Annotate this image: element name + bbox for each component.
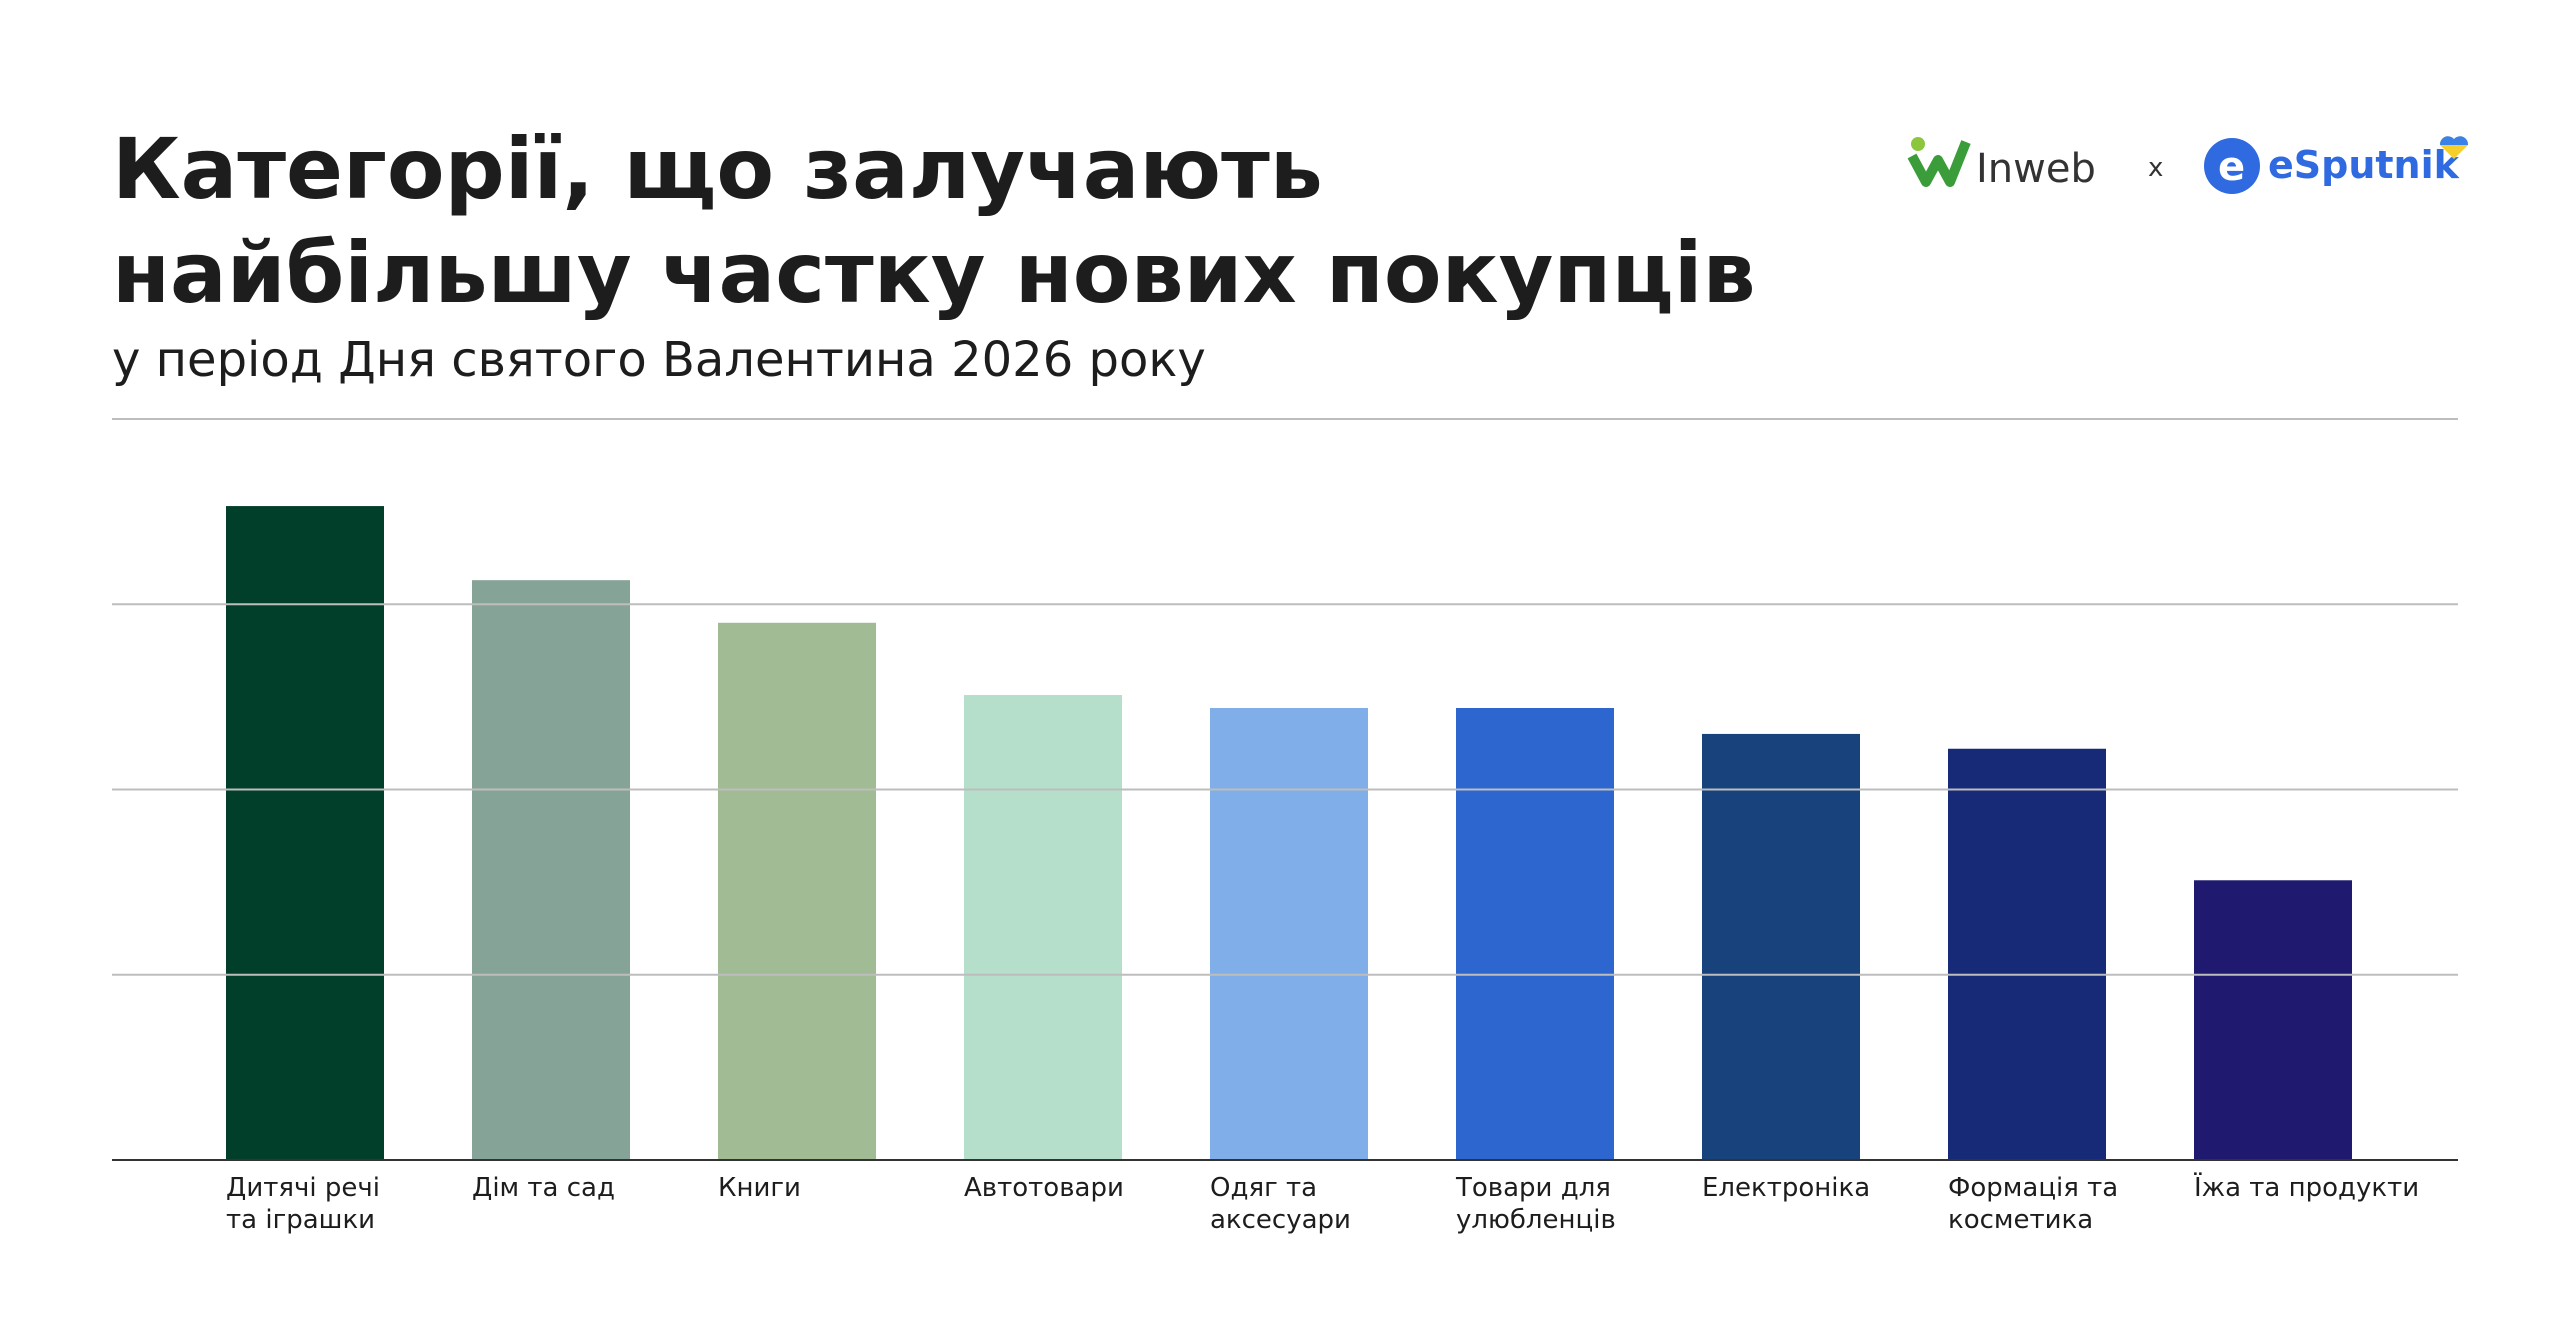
x-tick-label: Їжа та продукти [2194, 1171, 2419, 1203]
logo-separator: x [2148, 153, 2163, 183]
bar [226, 506, 384, 1160]
bar [1948, 748, 2106, 1160]
x-tick-label: улюбленців [1456, 1205, 1616, 1235]
x-tick-label: косметика [1948, 1205, 2093, 1235]
x-tick-label: Товари для [1455, 1173, 1611, 1203]
logo-text: eSputnik [2268, 143, 2460, 187]
chart-title: Категорії, що залучають [112, 120, 1323, 218]
bar [1456, 707, 1614, 1160]
x-tick-label: Автотовари [964, 1173, 1124, 1203]
logo-icon-letter: e [2218, 144, 2245, 190]
bar [1210, 707, 1368, 1160]
bar [472, 580, 630, 1160]
chart-subtitle: у період Дня святого Валентина 2026 року [112, 332, 1206, 388]
x-tick-label: аксесуари [1210, 1205, 1351, 1235]
logo-inweb: Inweb [1907, 137, 2096, 192]
bar [2194, 880, 2352, 1160]
logo-esputnik: e eSputnik [2204, 136, 2469, 194]
logo-icon [1911, 137, 1925, 151]
x-tick-label: Дитячі речі [226, 1173, 380, 1203]
x-tick-label: Формація та [1948, 1173, 2118, 1203]
bar [964, 695, 1122, 1160]
logo-text: Inweb [1976, 146, 2096, 192]
x-tick-label: Одяг та [1210, 1173, 1317, 1203]
logo-icon [1907, 140, 1971, 187]
logo-icon [2204, 138, 2260, 194]
chart-title: найбільшу частку нових покупців [112, 224, 1756, 322]
x-tick-label: Книги [718, 1173, 801, 1203]
bar [718, 622, 876, 1160]
x-tick-label: Дім та сад [472, 1173, 615, 1203]
x-tick-label: Електроніка [1702, 1173, 1870, 1203]
bar [1702, 733, 1860, 1160]
logo-heart [2439, 136, 2469, 145]
x-tick-label: та іграшки [226, 1205, 375, 1235]
